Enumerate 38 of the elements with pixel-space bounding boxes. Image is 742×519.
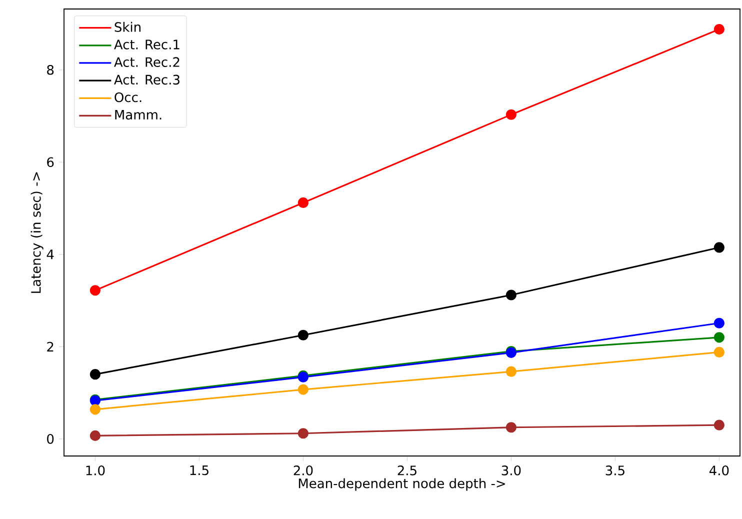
x-tick-label: 3.0 [502,466,521,476]
point [90,430,101,441]
legend-label: Act. Rec.3 [114,74,180,85]
legend-label: Act. Rec.1 [114,40,180,50]
point [90,404,101,415]
point [506,290,517,300]
x-tick-label: 3.5 [606,466,624,476]
point [298,197,309,208]
point [90,285,101,296]
y-axis-title: Latency (in sec) -> [30,172,44,293]
legend-label: Skin [114,22,140,32]
y-tick-label: 4 [46,250,54,260]
x-axis-title: Mean-dependent node depth -> [298,478,505,491]
point [90,369,101,380]
point [506,366,517,377]
legend-label: Occ. [114,92,142,102]
y-tick-label: 2 [47,342,54,352]
point [298,330,309,340]
point [298,384,309,395]
point [506,109,517,120]
legend-label: Mamm. [115,110,162,120]
point [714,332,724,343]
legend-label: Act. Rec.2 [114,57,180,67]
point [298,428,309,439]
point [714,420,724,430]
x-tick-label: 2.0 [294,466,313,476]
point [714,318,724,328]
y-tick-label: 0 [47,434,54,444]
x-tick-label: 4.0 [709,466,729,476]
x-tick-label: 1.0 [86,466,105,476]
point [714,346,724,358]
point [506,422,517,433]
point [714,242,724,253]
y-tick-label: 6 [47,157,54,168]
point [714,24,724,35]
x-tick-label: 1.5 [190,466,208,476]
x-tick-label: 2.5 [398,466,416,476]
y-tick-label: 8 [47,64,54,75]
